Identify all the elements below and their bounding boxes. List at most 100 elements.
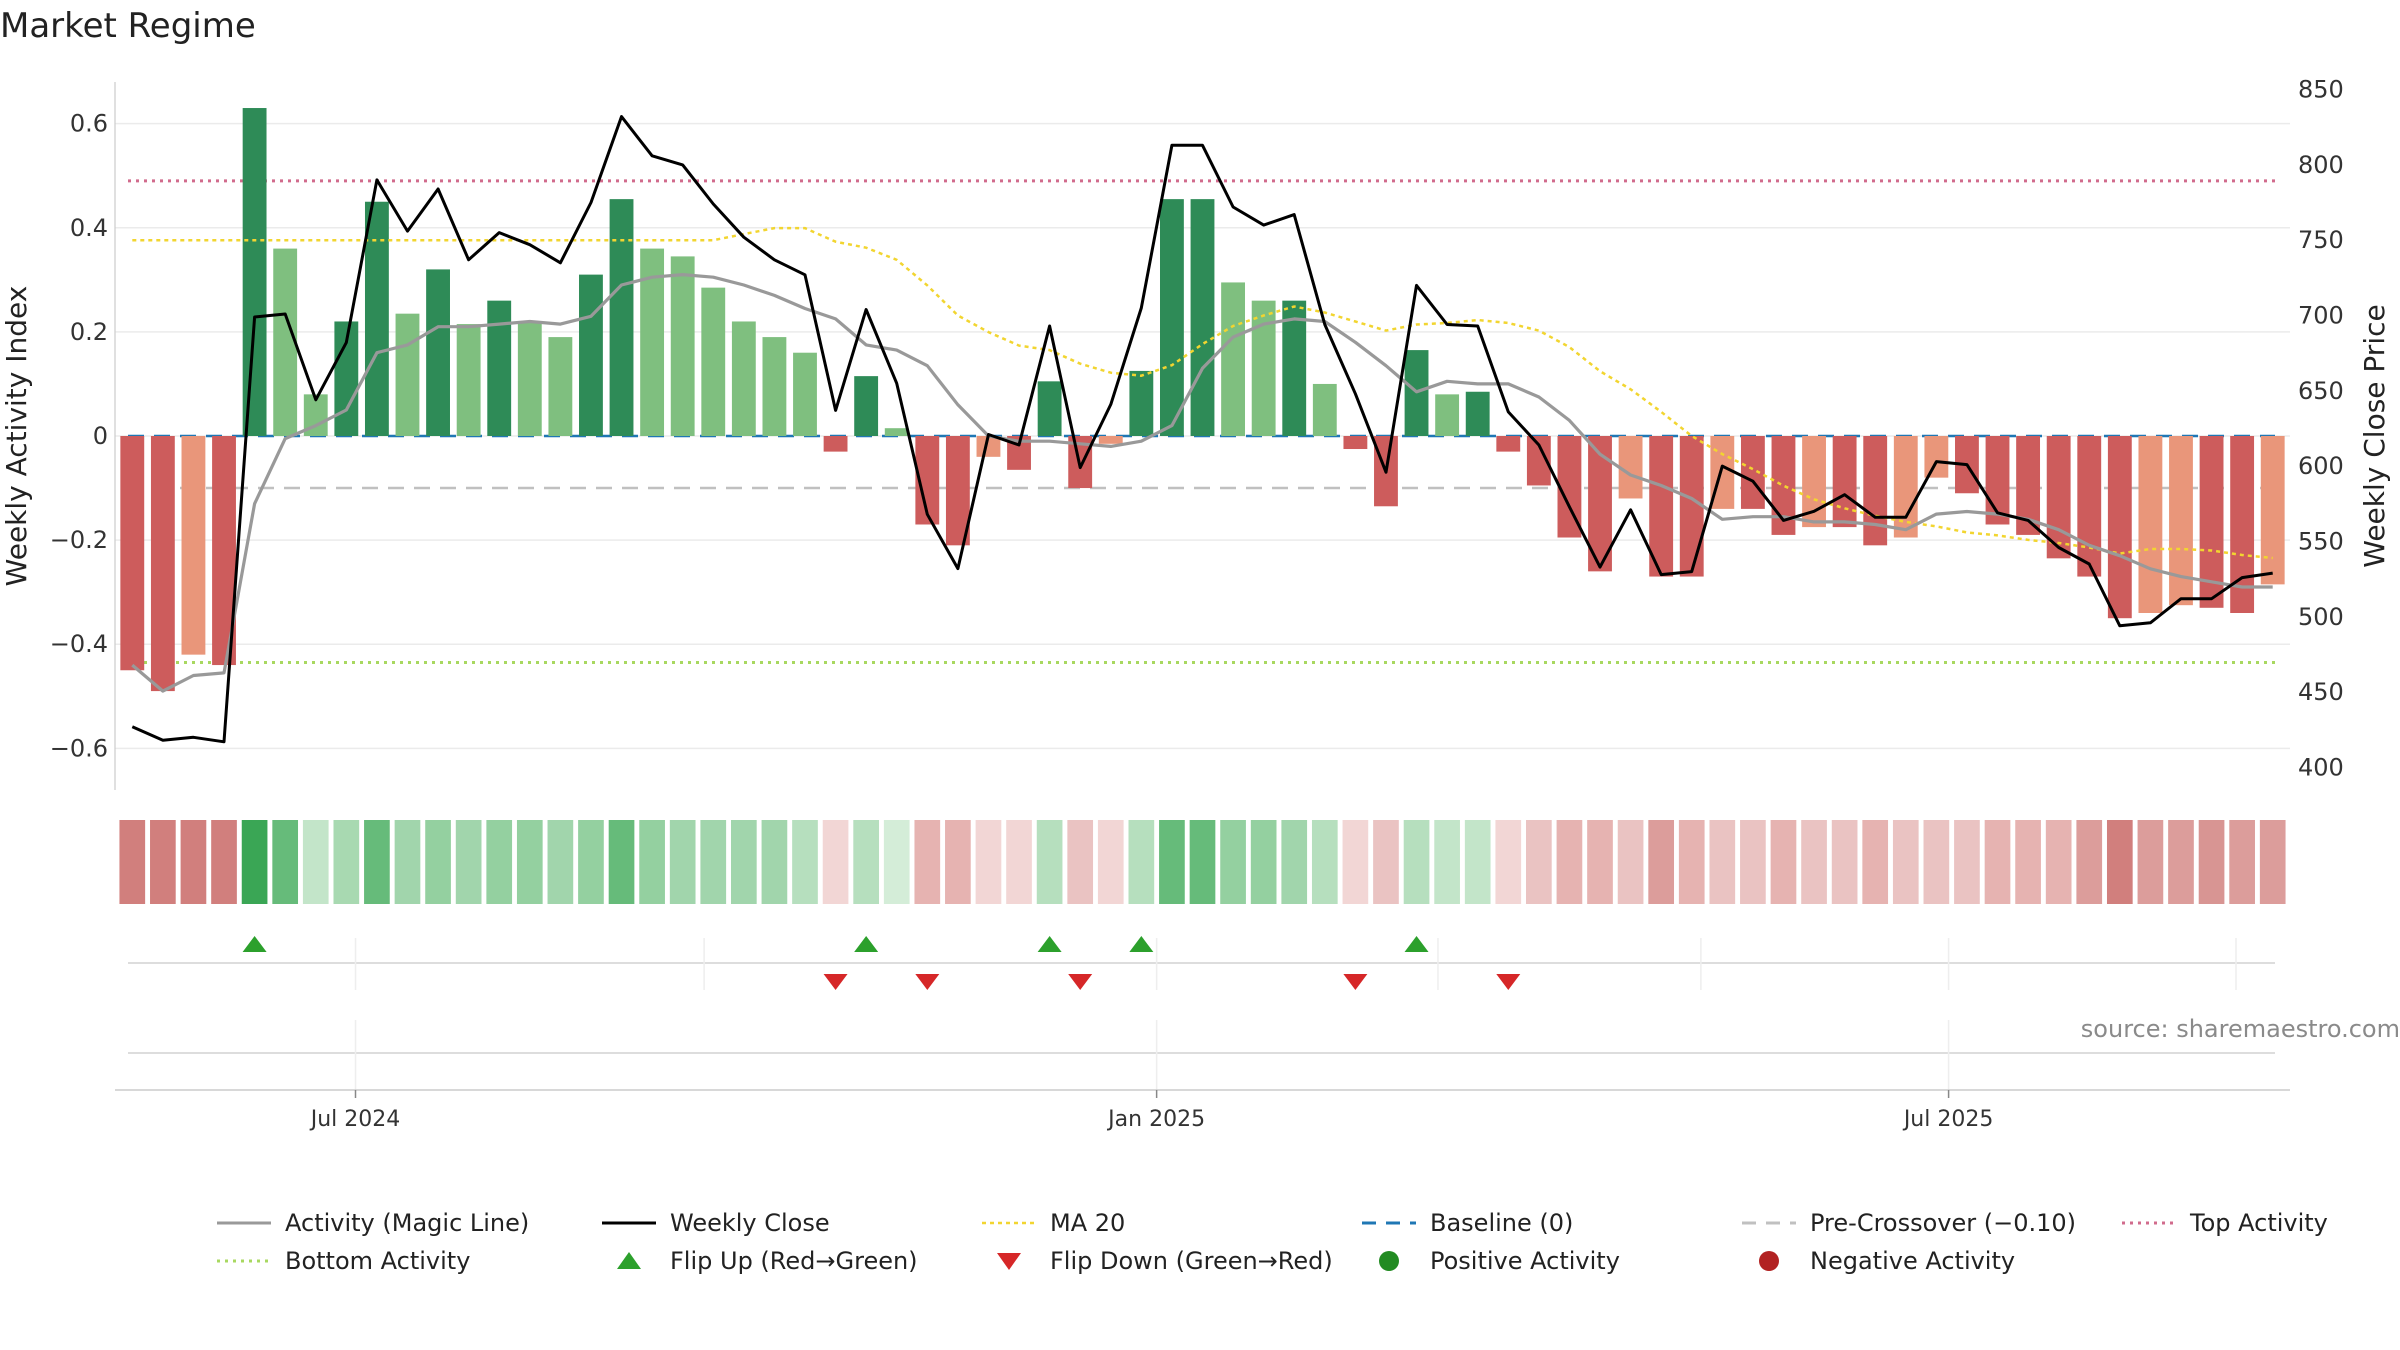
regime-cell — [1281, 820, 1308, 904]
activity-bar — [1343, 436, 1368, 450]
activity-bar — [2260, 436, 2285, 585]
activity-bar — [793, 352, 817, 436]
regime-cell — [2259, 820, 2286, 904]
source-label: source: sharemaestro.com — [2080, 1015, 2400, 1043]
chart-legend: Activity (Magic Line) Weekly Close MA 20 Ba… — [215, 1205, 2400, 1295]
activity-bar — [1679, 436, 1704, 577]
activity-bar — [303, 394, 328, 436]
legend-item: Top Activity — [2120, 1205, 2328, 1241]
y2-tick-label: 650 — [2298, 377, 2344, 405]
regime-cell — [1984, 820, 2011, 904]
legend-item: Positive Activity — [1360, 1243, 1620, 1279]
regime-cell — [1526, 820, 1552, 904]
regime-cell — [1311, 820, 1338, 904]
legend-label: Flip Up (Red→Green) — [670, 1247, 918, 1275]
regime-cell — [1250, 820, 1277, 904]
line-gray-icon — [217, 1221, 271, 1225]
regime-cell — [975, 820, 1002, 904]
regime-cell — [1434, 820, 1460, 904]
y2-tick-label: 550 — [2298, 527, 2344, 555]
activity-bar — [884, 428, 909, 436]
regime-cell — [1954, 820, 1980, 904]
flip-up-marker — [1404, 936, 1429, 952]
legend-label: Baseline (0) — [1430, 1209, 1574, 1237]
regime-cell — [1220, 820, 1246, 904]
regime-cell — [1556, 820, 1583, 904]
activity-bar — [273, 248, 298, 436]
regime-cell — [1036, 820, 1063, 904]
legend-item: Flip Up (Red→Green) — [600, 1243, 918, 1279]
activity-bar — [2107, 436, 2132, 619]
activity-bar — [1863, 436, 1888, 546]
legend-item: Negative Activity — [1740, 1243, 2015, 1279]
activity-bar — [1221, 282, 1246, 436]
regime-cell — [1159, 820, 1185, 904]
regime-cell — [1464, 820, 1491, 904]
y-tick-label: −0.4 — [50, 630, 108, 658]
activity-bar — [640, 248, 665, 436]
activity-bar — [1924, 436, 1949, 478]
regime-cell — [1067, 820, 1094, 904]
regime-cell — [1128, 820, 1155, 904]
regime-cell — [883, 820, 910, 904]
triangle-down-red-icon — [997, 1253, 1021, 1270]
regime-cell — [150, 820, 176, 904]
activity-bar — [181, 436, 206, 655]
flip-down-marker — [823, 974, 848, 990]
legend-label: MA 20 — [1050, 1209, 1126, 1237]
regime-cell — [914, 820, 941, 904]
legend-label: Positive Activity — [1430, 1247, 1620, 1275]
activity-bar — [456, 324, 481, 436]
activity-bar — [1312, 383, 1337, 436]
regime-cell — [2168, 820, 2194, 904]
activity-bar — [1802, 436, 1826, 528]
activity-bar — [731, 321, 756, 436]
legend-label: Weekly Close — [670, 1209, 830, 1237]
legend-item: Flip Down (Green→Red) — [980, 1243, 1333, 1279]
legend-item: Bottom Activity — [215, 1243, 470, 1279]
activity-bar — [1190, 199, 1215, 436]
activity-bar — [915, 436, 940, 525]
flip-up-marker — [1129, 936, 1154, 952]
regime-cell — [639, 820, 665, 904]
y2-axis-title: Weekly Close Price — [2358, 304, 2391, 567]
y2-tick-label: 750 — [2298, 226, 2344, 254]
dot-green-icon — [1379, 1251, 1399, 1271]
activity-bar — [1893, 436, 1918, 538]
activity-bar — [242, 108, 267, 436]
regime-strip — [119, 820, 2286, 904]
x-axis: Jul 2024 Jan 2025 Jul 2025 — [115, 1089, 2290, 1132]
regime-cell — [669, 820, 696, 904]
y2-tick-label: 450 — [2298, 678, 2344, 706]
x-tick-label: Jul 2024 — [309, 1107, 401, 1132]
x-tick-label: Jul 2025 — [1902, 1107, 1994, 1132]
regime-cell — [1892, 820, 1919, 904]
weekly-close-line — [131, 115, 2273, 744]
legend-item: Weekly Close — [600, 1205, 830, 1241]
y-axis-title: Weekly Activity Index — [0, 286, 33, 587]
y-tick-label: −0.2 — [50, 526, 108, 554]
regime-cell — [1648, 820, 1675, 904]
line-black-icon — [602, 1221, 656, 1225]
flip-up-marker — [1037, 936, 1062, 952]
activity-bar — [395, 313, 420, 436]
activity-bar — [1129, 370, 1154, 436]
activity-bar — [364, 201, 389, 436]
regime-cell — [2198, 820, 2225, 904]
regime-cell — [1923, 820, 1950, 904]
regime-cell — [364, 820, 390, 904]
activity-bar — [1465, 391, 1490, 436]
legend-label: Pre-Crossover (−0.10) — [1810, 1209, 2077, 1237]
regime-cell — [333, 820, 360, 904]
legend-label: Flip Down (Green→Red) — [1050, 1247, 1333, 1275]
regime-cell — [822, 820, 849, 904]
regime-cell — [578, 820, 604, 904]
activity-bar — [762, 337, 787, 436]
dotted-yellow-icon — [982, 1221, 1036, 1225]
regime-cell — [1495, 820, 1522, 904]
dashed-gray-icon — [1742, 1221, 1796, 1225]
regime-cell — [425, 820, 451, 904]
activity-bars — [120, 108, 2285, 692]
regime-cell — [1862, 820, 1889, 904]
